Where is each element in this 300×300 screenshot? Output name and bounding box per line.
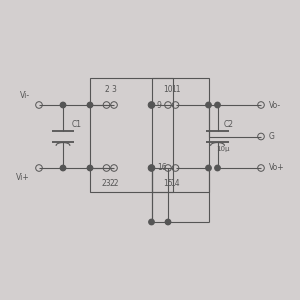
- Circle shape: [215, 102, 220, 108]
- Text: Vi+: Vi+: [16, 172, 30, 182]
- Text: C1: C1: [71, 120, 81, 129]
- Circle shape: [206, 102, 211, 108]
- Text: 16: 16: [157, 164, 166, 172]
- Text: Vo-: Vo-: [268, 100, 280, 109]
- Text: C2: C2: [224, 120, 234, 129]
- Text: 11: 11: [171, 85, 180, 94]
- Text: 9: 9: [157, 100, 162, 109]
- Text: 23: 23: [102, 178, 111, 188]
- Text: 14: 14: [171, 178, 180, 188]
- Bar: [152, 78, 208, 192]
- Text: 2: 2: [104, 85, 109, 94]
- Circle shape: [149, 102, 154, 108]
- Text: 10: 10: [163, 85, 173, 94]
- Circle shape: [165, 219, 171, 225]
- Text: G: G: [268, 132, 274, 141]
- Text: 15: 15: [163, 178, 173, 188]
- Circle shape: [60, 102, 66, 108]
- Text: 10μ: 10μ: [216, 146, 230, 152]
- Circle shape: [215, 165, 220, 171]
- Circle shape: [206, 165, 211, 171]
- Circle shape: [87, 102, 93, 108]
- Bar: [90, 78, 172, 192]
- Text: Vo+: Vo+: [268, 164, 284, 172]
- Circle shape: [149, 165, 154, 171]
- Circle shape: [60, 165, 66, 171]
- Text: 22: 22: [109, 178, 119, 188]
- Circle shape: [87, 165, 93, 171]
- Circle shape: [149, 219, 154, 225]
- Text: 3: 3: [112, 85, 116, 94]
- Text: Vi-: Vi-: [20, 92, 30, 100]
